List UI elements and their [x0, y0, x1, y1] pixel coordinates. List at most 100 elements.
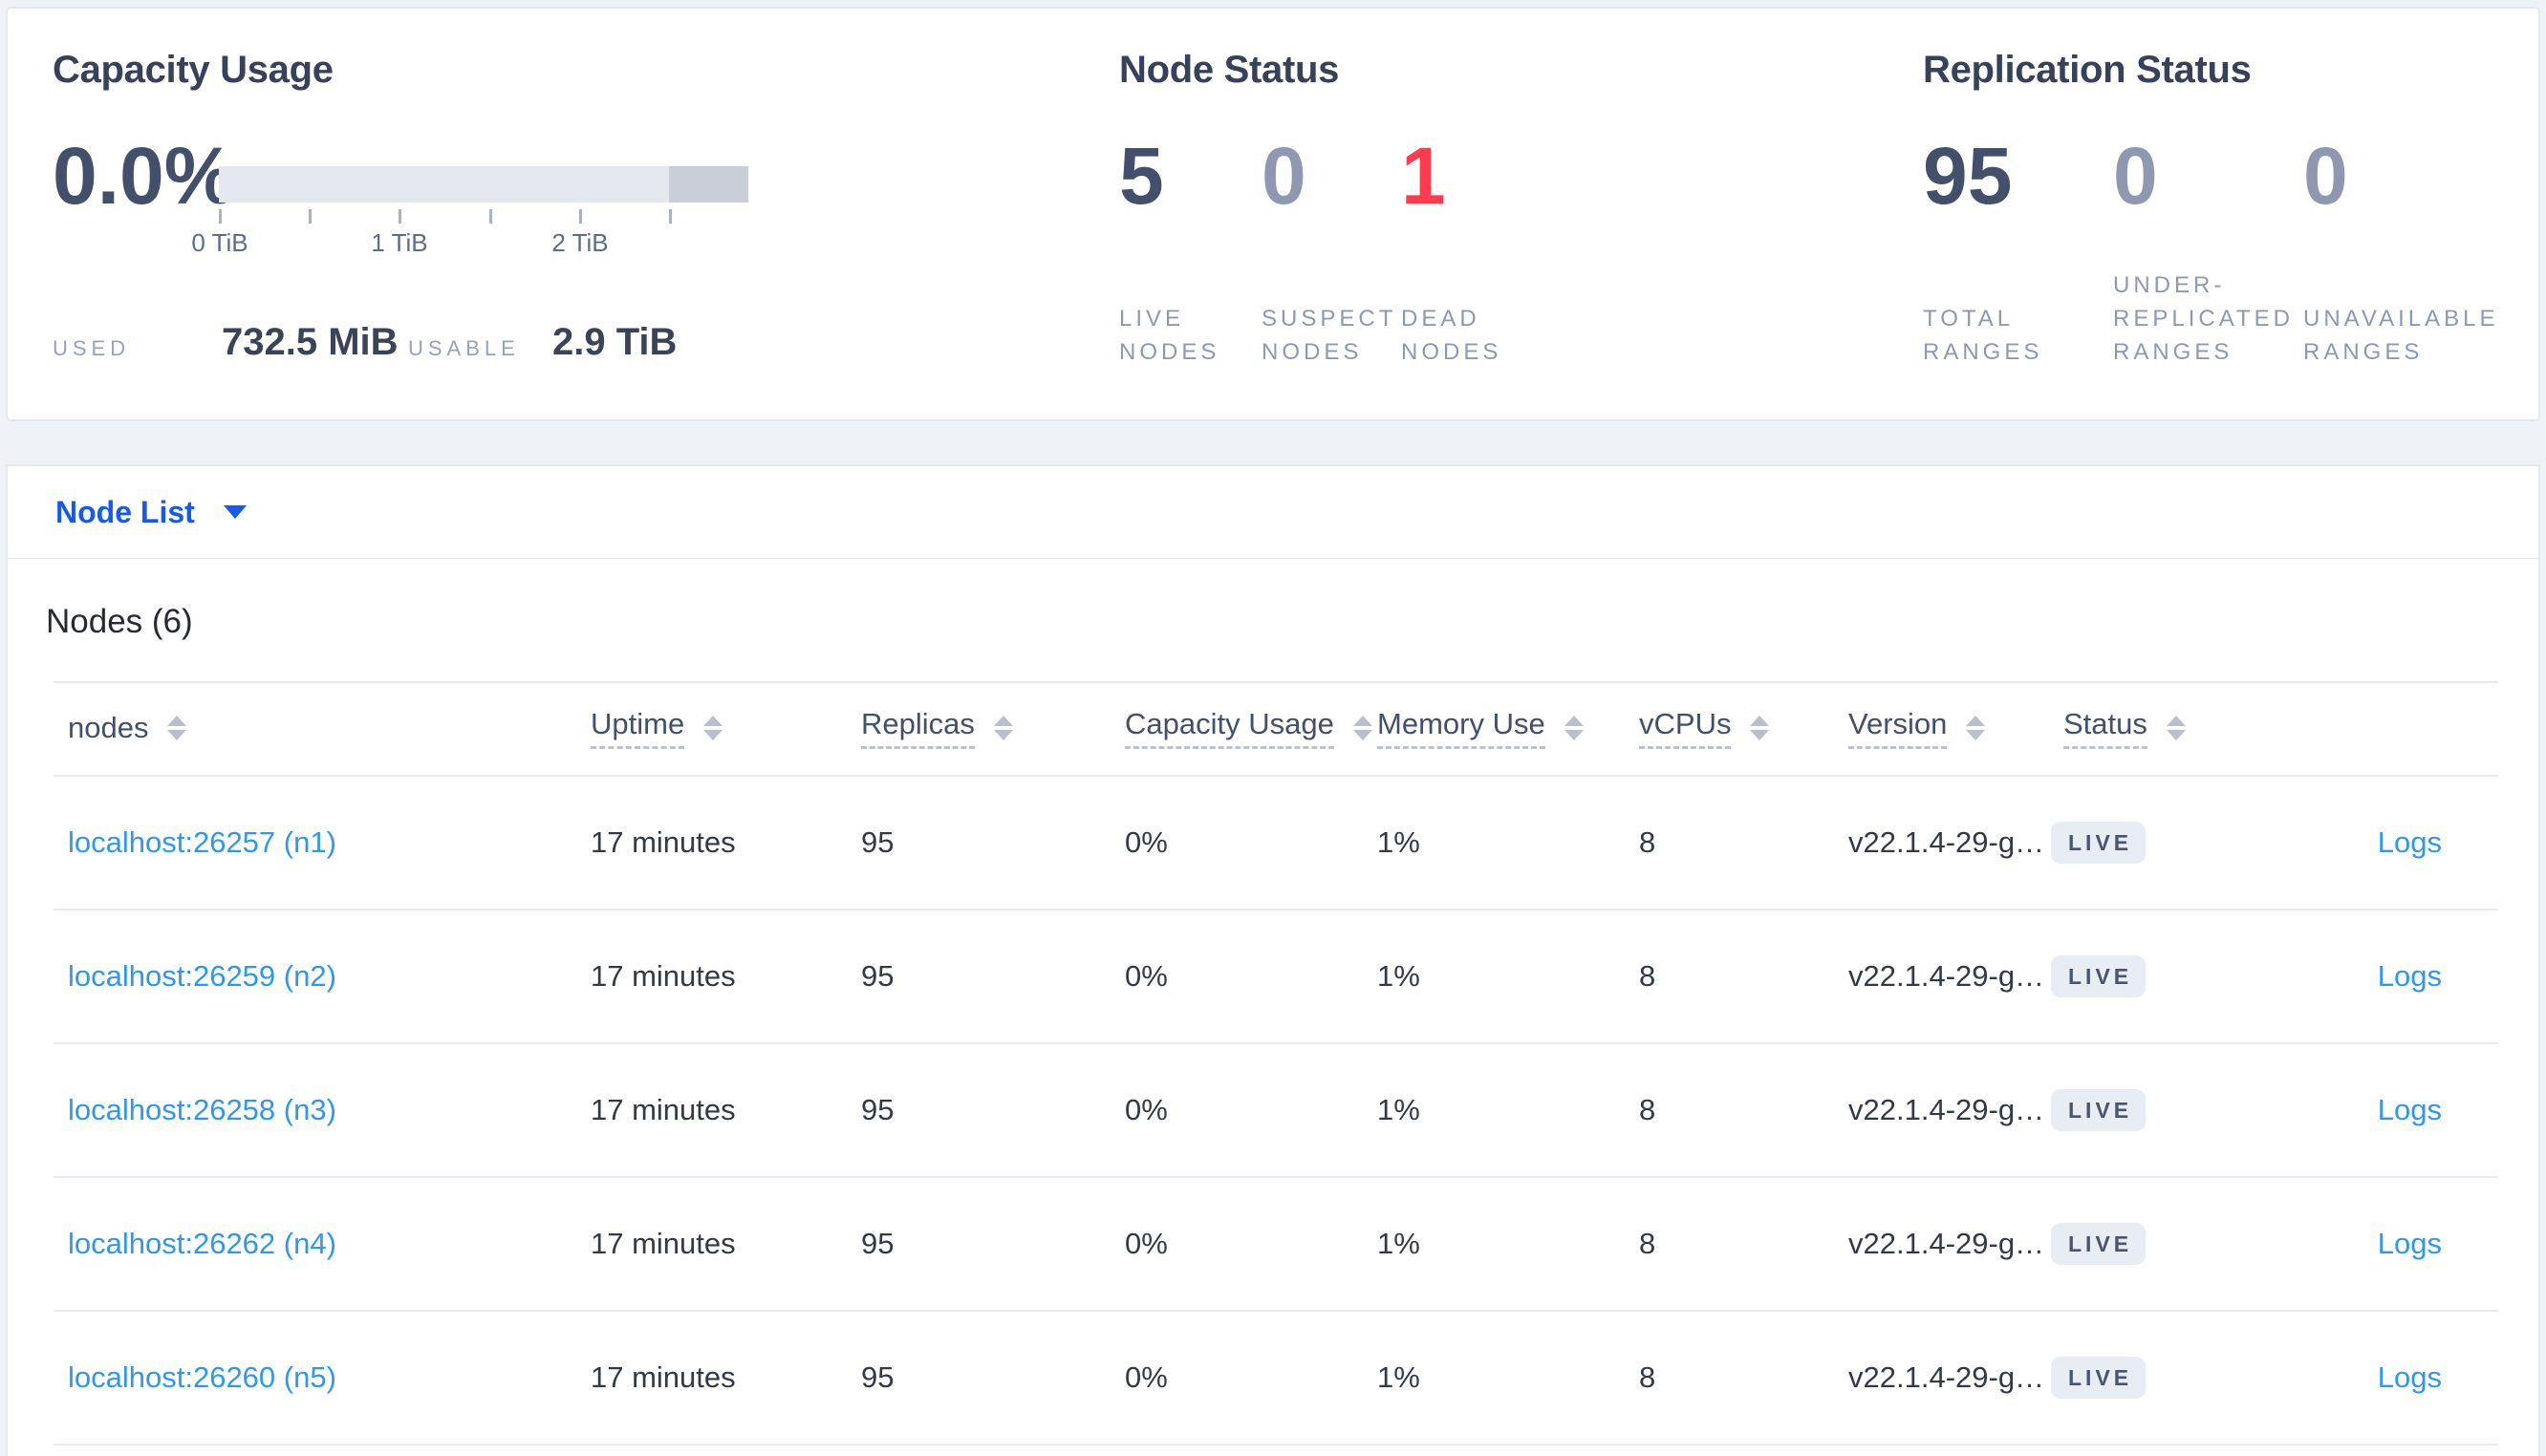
version-cell: v22.1.4-29-g… [1848, 1227, 2045, 1260]
column-header-vcpus-label: vCPUs [1639, 707, 1732, 749]
used-label: USED [53, 336, 131, 360]
usable-value: 2.9 TiB [552, 321, 678, 363]
sort-icon [2166, 716, 2186, 740]
logs-link[interactable]: Logs [2377, 959, 2442, 993]
capacity-usable-segment [669, 166, 748, 203]
nodes-section-title: Nodes (6) [46, 603, 193, 640]
column-header-nodes[interactable]: nodes [68, 711, 187, 745]
capacity-usage-cell: 0% [1125, 1360, 1168, 1394]
logs-link[interactable]: Logs [2377, 825, 2442, 859]
node-link[interactable]: localhost:26260 (n5) [68, 1360, 336, 1394]
unavailable-ranges-label: UNAVAILABLE RANGES [2303, 306, 2499, 365]
sort-icon [167, 716, 187, 740]
status-cell: LIVE [2051, 1357, 2147, 1399]
memory-use-cell: 1% [1377, 1360, 1420, 1394]
suspect-nodes-label: SUSPECT NODES [1262, 306, 1397, 365]
uptime-cell: 17 minutes [591, 959, 736, 993]
status-cell: LIVE [2051, 1089, 2147, 1131]
divider [54, 681, 2498, 683]
replicas-cell: 95 [861, 1360, 895, 1394]
sort-icon [1750, 716, 1770, 740]
axis-tick [579, 209, 582, 224]
logs-link[interactable]: Logs [2377, 1360, 2442, 1394]
logs-link[interactable]: Logs [2377, 1093, 2442, 1126]
suspect-nodes-count: 0 [1262, 131, 1306, 221]
vcpus-cell: 8 [1639, 825, 1656, 859]
nodes-section: Nodes (6) nodes Uptime Replicas Capacity… [6, 559, 2540, 1456]
column-header-uptime-label: Uptime [591, 707, 685, 749]
replicas-cell: 95 [861, 1227, 895, 1260]
node-link[interactable]: localhost:26262 (n4) [68, 1227, 336, 1260]
table-row: localhost:26257 (n1) 17 minutes 95 0% 1%… [54, 777, 2498, 910]
capacity-usage-cell: 0% [1125, 825, 1168, 859]
table-row: localhost:26259 (n2) 17 minutes 95 0% 1%… [54, 910, 2498, 1044]
divider [54, 775, 2498, 777]
column-header-status-label: Status [2063, 707, 2147, 749]
sort-icon [1966, 716, 1986, 740]
status-badge: LIVE [2051, 1089, 2147, 1131]
memory-use-cell: 1% [1377, 959, 1420, 993]
status-cell: LIVE [2051, 955, 2147, 997]
capacity-usage-bar [219, 166, 748, 203]
axis-tick [489, 209, 492, 224]
live-nodes-count: 5 [1119, 131, 1164, 221]
chevron-down-icon [223, 505, 247, 519]
replication-status-title: Replication Status [1923, 49, 2252, 91]
status-badge: LIVE [2051, 955, 2147, 997]
under-replicated-ranges-count: 0 [2113, 131, 2158, 221]
status-badge: LIVE [2051, 822, 2147, 864]
node-list-dropdown-label: Node List [55, 494, 195, 529]
column-header-version[interactable]: Version [1848, 707, 1986, 749]
dead-nodes-label: DEAD NODES [1401, 306, 1502, 365]
version-cell: v22.1.4-29-g… [1848, 1360, 2045, 1394]
live-nodes-label: LIVE NODES [1119, 306, 1220, 365]
column-header-status[interactable]: Status [2063, 707, 2186, 749]
uptime-cell: 17 minutes [591, 1227, 736, 1260]
node-link[interactable]: localhost:26259 (n2) [68, 959, 336, 993]
capacity-usage-cell: 0% [1125, 1093, 1168, 1126]
table-row: localhost:26258 (n3) 17 minutes 95 0% 1%… [54, 1044, 2498, 1178]
table-header-row: nodes Uptime Replicas Capacity Usage Mem… [54, 681, 2498, 775]
column-header-vcpus[interactable]: vCPUs [1639, 707, 1770, 749]
under-replicated-ranges-label: UNDER- REPLICATED RANGES [2113, 272, 2294, 365]
uptime-cell: 17 minutes [591, 1093, 736, 1126]
capacity-usage-cell: 0% [1125, 959, 1168, 993]
capacity-usage-percent: 0.0% [53, 131, 236, 221]
node-link[interactable]: localhost:26257 (n1) [68, 825, 336, 859]
vcpus-cell: 8 [1639, 1360, 1656, 1394]
replicas-cell: 95 [861, 825, 895, 859]
used-value: 732.5 MiB [222, 321, 399, 363]
column-header-capacity-usage[interactable]: Capacity Usage [1125, 707, 1372, 749]
capacity-usage-title: Capacity Usage [53, 49, 334, 91]
status-cell: LIVE [2051, 1223, 2147, 1265]
column-header-replicas-label: Replicas [861, 707, 975, 749]
unavailable-ranges-count: 0 [2303, 131, 2348, 221]
total-ranges-count: 95 [1923, 131, 2013, 221]
axis-tick [399, 209, 401, 224]
sort-icon [993, 716, 1013, 740]
capacity-usage-cell: 0% [1125, 1227, 1168, 1260]
vcpus-cell: 8 [1639, 1227, 1656, 1260]
version-cell: v22.1.4-29-g… [1848, 959, 2045, 993]
axis-tick [309, 209, 312, 224]
cluster-summary-panel: Capacity Usage 0.0% 0 TiB 1 TiB 2 TiB US… [6, 7, 2540, 421]
column-header-memory-use[interactable]: Memory Use [1377, 707, 1584, 749]
replicas-cell: 95 [861, 1093, 895, 1126]
logs-link[interactable]: Logs [2377, 1227, 2442, 1260]
version-cell: v22.1.4-29-g… [1848, 1093, 2045, 1126]
column-header-uptime[interactable]: Uptime [591, 707, 723, 749]
total-ranges-label: TOTAL RANGES [1923, 306, 2043, 365]
column-header-nodes-label: nodes [68, 711, 149, 744]
status-badge: LIVE [2051, 1357, 2147, 1399]
uptime-cell: 17 minutes [591, 1360, 736, 1394]
memory-use-cell: 1% [1377, 1227, 1420, 1260]
column-header-replicas[interactable]: Replicas [861, 707, 1013, 749]
column-header-version-label: Version [1848, 707, 1948, 749]
vcpus-cell: 8 [1639, 1093, 1656, 1126]
table-row: localhost:26260 (n5) 17 minutes 95 0% 1%… [54, 1312, 2498, 1445]
node-link[interactable]: localhost:26258 (n3) [68, 1093, 336, 1126]
axis-tick-label: 1 TiB [371, 228, 428, 257]
sort-icon [1564, 716, 1584, 740]
axis-tick [669, 209, 672, 224]
node-list-dropdown[interactable]: Node List [6, 464, 2540, 560]
